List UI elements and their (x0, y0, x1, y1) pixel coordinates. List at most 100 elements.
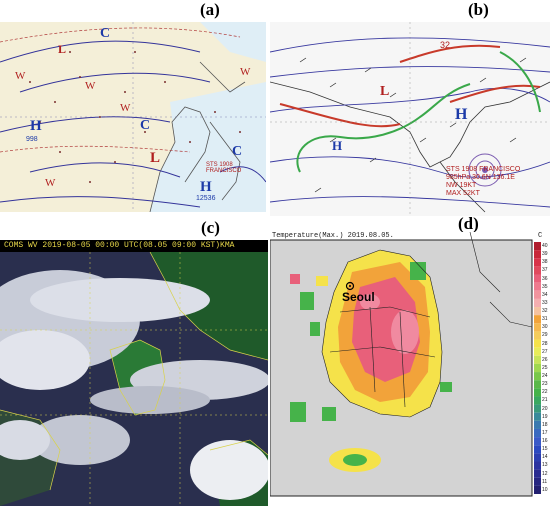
scale-swatch (534, 437, 541, 446)
panel-label-b: (b) (468, 0, 489, 19)
scale-tick-label: 17 (542, 429, 548, 436)
scale-tick-label: 26 (542, 356, 548, 363)
scale-swatch (534, 453, 541, 462)
temperature-title-d: Temperature(Max.) 2019.08.05. (272, 232, 394, 240)
surface-chart-a-graphic (0, 22, 266, 212)
pressure-value-a1: 998 (26, 136, 38, 143)
scale-tick-label: 21 (542, 397, 548, 404)
max-temperature-map-d-graphic (270, 232, 541, 497)
cold-marker-a1: C (100, 26, 111, 41)
scale-tick-label: 30 (542, 324, 548, 331)
warm-marker-a4: W (240, 66, 251, 78)
scale-swatch (534, 250, 541, 259)
scale-tick-label: 36 (542, 275, 548, 282)
scale-tick-label: 18 (542, 421, 548, 428)
high-marker-a1: H (30, 118, 42, 134)
typhoon-line-b3: NW 19KT (446, 182, 477, 189)
low-marker-a2: L (58, 42, 67, 56)
scale-tick-label: 29 (542, 332, 548, 339)
high-marker-b2: H (332, 138, 343, 153)
upper-air-chart-b-graphic (270, 22, 550, 216)
scale-swatch (534, 298, 541, 308)
typhoon-line-b2: 985hPa 30.6N 136.1E (446, 174, 515, 181)
scale-swatch (534, 355, 541, 364)
scale-tick-label: 12 (542, 470, 548, 477)
scale-tick-label: 22 (542, 389, 548, 396)
scale-swatch (534, 469, 541, 478)
scale-swatch (534, 307, 541, 316)
pressure-value-a2: 12536 (196, 195, 216, 202)
typhoon-line-b4: MAX 52KT (446, 190, 480, 197)
scale-tick-label: 33 (542, 299, 548, 306)
scale-swatch (534, 339, 541, 348)
cold-marker-a2: C (140, 118, 151, 133)
typhoon-note-a: STS 1908 FRANCISCO (206, 162, 242, 174)
scale-tick-label: 35 (542, 283, 548, 290)
upper-air-chart-b: 32 H H L STS 1908 FRANCISCO 985hPa 30.6N… (270, 22, 550, 216)
scale-tick-label: 32 (542, 308, 548, 315)
scale-tick-label: 14 (542, 454, 548, 461)
panel-label-a: (a) (200, 0, 220, 19)
cold-marker-a3: C (232, 144, 243, 159)
scale-swatch (534, 461, 541, 470)
scale-tick-label: 40 (542, 243, 548, 249)
scale-tick-label: 34 (542, 291, 548, 298)
scale-swatch (534, 420, 541, 429)
low-marker-a1: L (150, 150, 161, 166)
scale-tick-label: 28 (542, 340, 548, 347)
seoul-label-d: Seoul (342, 290, 375, 304)
scale-swatch (534, 323, 541, 332)
scale-swatch (534, 372, 541, 381)
scale-tick-label: 19 (542, 413, 548, 420)
scale-swatch (534, 380, 541, 389)
scale-swatch (534, 258, 541, 267)
warm-marker-a5: W (45, 177, 56, 189)
scale-tick-label: 38 (542, 259, 548, 266)
warm-marker-a2: W (85, 80, 96, 92)
panel-label-c: (c) (201, 218, 220, 237)
scale-tick-label: 25 (542, 364, 548, 371)
panel-label-d: (d) (458, 214, 479, 233)
scale-swatch (534, 282, 541, 291)
scale-swatch (534, 396, 541, 405)
scale-swatch (534, 477, 541, 486)
scale-swatch (534, 331, 541, 340)
typhoon-line-b1: STS 1908 FRANCISCO (446, 166, 521, 173)
scale-tick-label: 27 (542, 348, 548, 355)
scale-tick-label: 16 (542, 438, 548, 445)
low-marker-b1: L (380, 84, 390, 99)
scale-swatch (534, 266, 541, 275)
scale-tick-label: 10 (542, 486, 548, 493)
scale-tick-label: 13 (542, 462, 548, 469)
scale-swatch (534, 347, 541, 356)
satellite-header-c: COMS WV 2019-08-05 00:00 UTC(08.05 09:00… (4, 241, 235, 250)
scale-tick-label: 39 (542, 251, 548, 258)
high-marker-b1: H (455, 106, 468, 123)
scale-swatch (534, 404, 541, 413)
high-marker-a2: H (200, 179, 212, 195)
scale-swatch (534, 428, 541, 438)
scale-tick-label: 37 (542, 267, 548, 274)
water-vapor-image-c: COMS WV 2019-08-05 00:00 UTC(08.05 09:00… (0, 240, 268, 506)
scale-swatch (534, 274, 541, 283)
scale-swatch (534, 485, 541, 494)
scale-swatch (534, 445, 541, 454)
scale-swatch (534, 242, 541, 251)
temperature-unit-d: C (538, 232, 543, 240)
scale-swatch (534, 315, 541, 324)
warm-marker-a1: W (15, 70, 26, 82)
scale-tick-label: 20 (542, 405, 548, 412)
scale-tick-label: 15 (542, 446, 548, 453)
warm-marker-a3: W (120, 102, 131, 114)
scale-tick-label: 23 (542, 381, 548, 388)
water-vapor-image-c-graphic (0, 240, 268, 506)
scale-tick-label: 11 (542, 478, 548, 485)
surface-chart-a: H H L L C C C W W W W W 998 12536 STS 19… (0, 22, 266, 212)
scale-swatch (534, 388, 541, 397)
scale-tick-label: 24 (542, 373, 548, 380)
scale-tick-label: 31 (542, 316, 548, 323)
max-temperature-map-d: Temperature(Max.) 2019.08.05. C (270, 232, 550, 498)
isobar-label-b: 32 (440, 40, 451, 50)
scale-swatch (534, 290, 541, 299)
scale-swatch (534, 412, 541, 421)
